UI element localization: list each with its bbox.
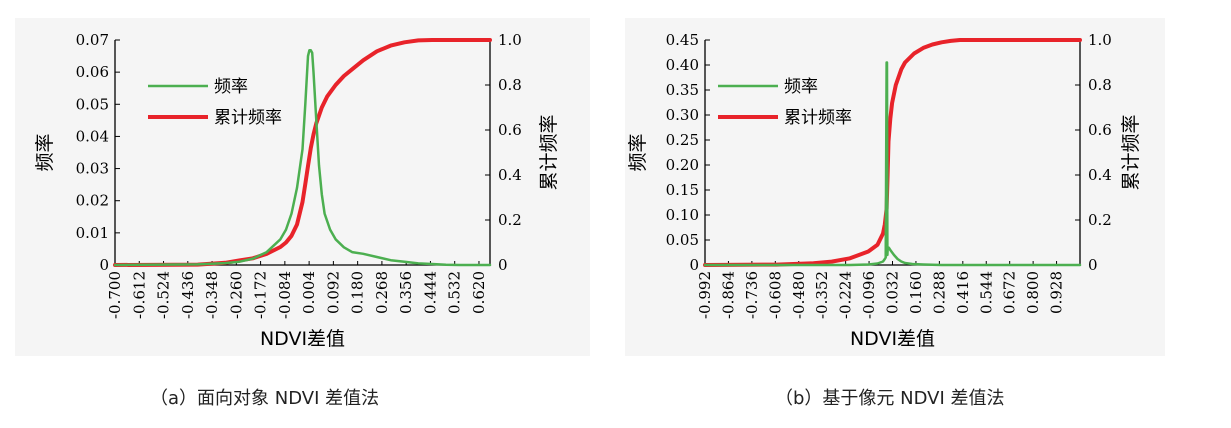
legend-cumulative-label: 累计频率 xyxy=(214,108,282,128)
y-right-axis-title: 累计频率 xyxy=(1120,114,1142,190)
y-right-tick-label: 0 xyxy=(498,256,508,274)
y-right-tick-label: 1.0 xyxy=(498,31,522,49)
y-right-tick-label: 0.2 xyxy=(1088,211,1112,229)
x-tick-label: 0.092 xyxy=(324,271,342,314)
x-tick-label: -0.096 xyxy=(860,271,878,319)
y-right-tick-label: 1.0 xyxy=(1088,31,1112,49)
y-right-tick-label: 0.4 xyxy=(1088,166,1112,184)
y-left-tick-label: 0.25 xyxy=(666,131,699,149)
x-tick-label: -0.480 xyxy=(790,271,808,319)
y-left-tick-label: 0.05 xyxy=(666,231,699,249)
y-right-tick-label: 0.8 xyxy=(1088,76,1112,94)
x-tick-label: -0.992 xyxy=(696,271,714,319)
chart-a: 0 0.01 0.02 0.03 0.04 0.05 0.06 0.07 0 0.2 0.4 0.6 0… xyxy=(34,31,560,350)
x-tick-label: -0.524 xyxy=(155,271,173,319)
y-right-tick-label: 0.2 xyxy=(498,211,522,229)
x-tick-label: -0.612 xyxy=(130,271,148,319)
x-tick-label: 0.800 xyxy=(1024,271,1042,314)
x-tick-label: -0.352 xyxy=(813,271,831,319)
y-right-tick-label: 0 xyxy=(1088,256,1098,274)
y-left-axis-title: 频率 xyxy=(627,133,649,171)
y-left-tick-label: 0.35 xyxy=(666,81,699,99)
y-left-axis-title: 频率 xyxy=(34,133,56,171)
x-tick-label: 0.532 xyxy=(446,271,464,314)
frequency-series-line xyxy=(703,61,1082,267)
y-left-tick-label: 0.20 xyxy=(666,156,699,174)
y-left-tick-label: 0.40 xyxy=(666,56,699,74)
x-axis-title: NDVI差值 xyxy=(260,328,345,350)
legend-frequency-label: 频率 xyxy=(784,77,818,97)
legend-cumulative-label: 累计频率 xyxy=(784,108,852,128)
x-tick-label: -0.084 xyxy=(276,271,294,319)
x-tick-label: -0.260 xyxy=(227,271,245,319)
cumulative-series-line xyxy=(703,38,1082,267)
x-tick-label: 0.544 xyxy=(977,271,995,314)
y-left-tick-label: 0.45 xyxy=(666,31,699,49)
y-left-tick-label: 0.07 xyxy=(76,31,109,49)
chart-a-background xyxy=(15,18,590,356)
y-left-tick-label: 0.02 xyxy=(76,192,109,210)
caption-b: （b）基于像元 NDVI 差值法 xyxy=(775,388,1005,409)
y-left-tick-label: 0.30 xyxy=(666,106,699,124)
x-tick-label: 0.672 xyxy=(1001,271,1019,314)
x-tick-label: -0.172 xyxy=(252,271,270,319)
x-tick-label: -0.224 xyxy=(837,271,855,319)
x-tick-label: -0.608 xyxy=(766,271,784,319)
x-tick-label: 0.356 xyxy=(397,271,415,314)
y-left-tick-label: 0.05 xyxy=(76,95,109,113)
y-right-tick-label: 0.8 xyxy=(498,76,522,94)
x-tick-label: -0.864 xyxy=(719,271,737,319)
x-tick-label: 0.444 xyxy=(421,271,439,314)
x-tick-label: -0.436 xyxy=(179,271,197,319)
x-tick-label: 0.004 xyxy=(300,271,318,314)
caption-a: （a）面向对象 NDVI 差值法 xyxy=(150,388,380,409)
x-tick-label: -0.700 xyxy=(106,271,124,319)
y-left-tick-label: 0.10 xyxy=(666,206,699,224)
x-tick-label: -0.736 xyxy=(743,271,761,319)
y-right-tick-label: 0.6 xyxy=(498,121,522,139)
y-left-tick-label: 0.06 xyxy=(76,63,109,81)
frequency-series-line xyxy=(113,49,492,267)
x-tick-label: 0.180 xyxy=(349,271,367,314)
y-left-tick-label: 0.03 xyxy=(76,160,109,178)
x-tick-label: 0.032 xyxy=(884,271,902,314)
legend-frequency-label: 频率 xyxy=(214,77,248,97)
x-axis-title: NDVI差值 xyxy=(850,328,935,350)
y-right-tick-label: 0.4 xyxy=(498,166,522,184)
y-left-tick-label: 0.04 xyxy=(76,127,109,145)
y-left-tick-label: 0.15 xyxy=(666,181,699,199)
y-left-tick-label: 0 xyxy=(99,256,109,274)
chart-b-background xyxy=(625,18,1165,356)
x-tick-label: 0.620 xyxy=(470,271,488,314)
chart-b: 0 0.05 0.10 0.15 0.20 0.25 0.30 0.35 0.40 0.45 0 0.… xyxy=(627,31,1142,350)
x-tick-label: 0.928 xyxy=(1048,271,1066,314)
x-tick-label: 0.160 xyxy=(907,271,925,314)
y-left-tick-label: 0 xyxy=(689,256,699,274)
x-tick-label: 0.288 xyxy=(930,271,948,314)
y-left-tick-label: 0.01 xyxy=(76,224,109,242)
x-tick-label: 0.416 xyxy=(954,271,972,314)
y-right-tick-label: 0.6 xyxy=(1088,121,1112,139)
y-right-axis-title: 累计频率 xyxy=(538,114,560,190)
x-tick-label: -0.348 xyxy=(203,271,221,319)
x-tick-label: 0.268 xyxy=(373,271,391,314)
